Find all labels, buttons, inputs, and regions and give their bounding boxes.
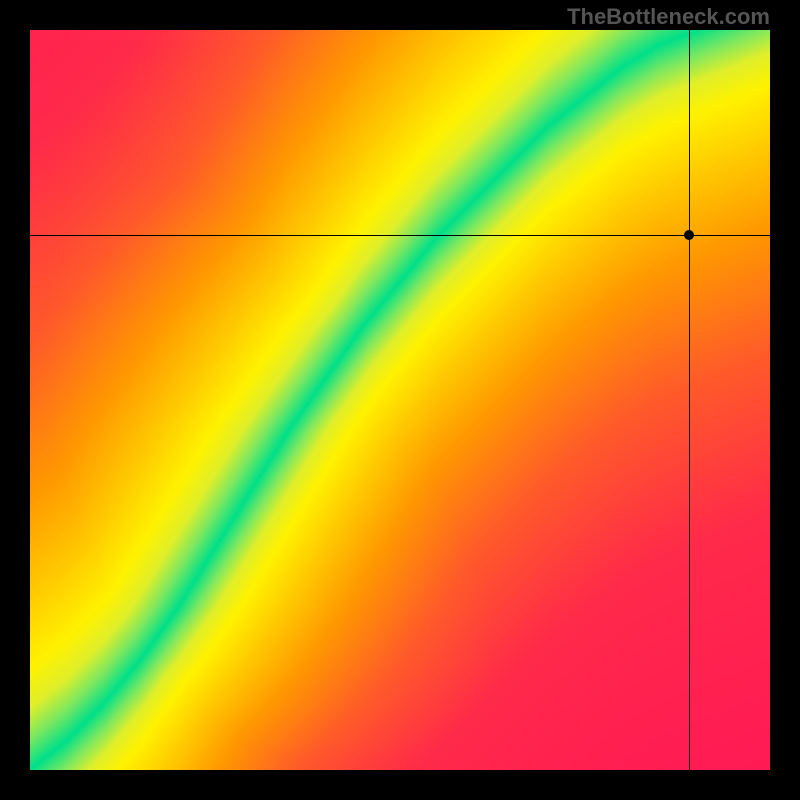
heatmap-canvas	[30, 30, 770, 770]
heatmap-chart	[30, 30, 770, 770]
crosshair-vertical	[689, 30, 690, 770]
crosshair-horizontal	[30, 235, 770, 236]
watermark-text: TheBottleneck.com	[567, 4, 770, 30]
data-point	[684, 230, 694, 240]
